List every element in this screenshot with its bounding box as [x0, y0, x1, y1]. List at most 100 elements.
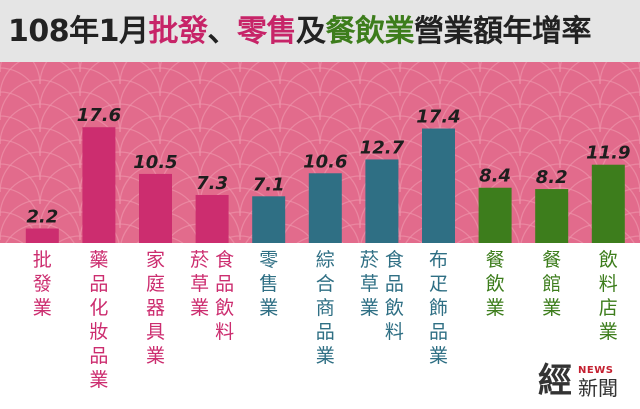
- bar-series: [25, 127, 625, 243]
- wave-arc: [39, 67, 121, 109]
- title-segment: 108年1月: [8, 14, 149, 49]
- category-label-char: 業: [360, 297, 379, 319]
- wave-arc: [0, 43, 41, 85]
- logo-tag: NEWS: [578, 365, 614, 376]
- bar: [25, 228, 59, 243]
- bar: [365, 159, 399, 243]
- wave-arc: [599, 91, 640, 133]
- wave-arc: [79, 79, 161, 121]
- value-label: 12.7: [360, 137, 405, 158]
- category-label-char: 零: [259, 249, 278, 271]
- wave-arc: [399, 127, 481, 169]
- category-label-char: 家: [146, 249, 165, 271]
- category-label-char: 藥: [89, 249, 108, 271]
- category-label-char: 飲: [215, 297, 234, 319]
- wave-arc: [199, 163, 281, 205]
- category-label-char: 菸: [360, 249, 379, 271]
- wave-arc: [199, 91, 281, 133]
- bar: [195, 194, 229, 243]
- wave-arc: [559, 151, 640, 193]
- category-label-char: 業: [486, 297, 505, 319]
- wave-arc: [519, 67, 601, 109]
- category-label-char: 食: [215, 249, 234, 271]
- category-label-char: 草: [360, 273, 379, 295]
- value-labels: 2.2 17.6 10.5 7.3 7.1 10.6 12.7 17.4 8.4 8.2 11.9: [26, 105, 630, 227]
- category-label-char: 合: [316, 273, 335, 295]
- category-label-char: 菸: [190, 249, 209, 271]
- wave-arc: [399, 79, 481, 121]
- category-label-char: 業: [316, 345, 335, 367]
- wave-arc: [0, 163, 41, 205]
- wave-arc: [479, 103, 561, 145]
- wave-arc: [0, 103, 81, 145]
- wave-arc: [439, 91, 521, 133]
- news-logo: 經 NEWS 新聞: [538, 359, 634, 403]
- wave-arc: [599, 115, 640, 157]
- wave-arc: [239, 103, 321, 145]
- wave-arc: [479, 151, 561, 193]
- wave-arc: [0, 199, 81, 241]
- value-label: 17.4: [416, 107, 460, 128]
- value-label: 7.1: [253, 174, 285, 195]
- wave-arc: [119, 163, 201, 205]
- white-ground: [0, 243, 640, 405]
- bar: [535, 189, 569, 243]
- bar: [591, 164, 625, 243]
- wave-arc: [0, 127, 81, 169]
- wave-arc: [559, 103, 640, 145]
- title-banner: 108年1月批發、零售及餐飲業營業額年增率: [0, 0, 640, 62]
- category-label-char: 食: [385, 249, 404, 271]
- title-segment: 及: [296, 14, 326, 49]
- category-label-char: 疋: [429, 273, 448, 295]
- wave-arc: [159, 127, 241, 169]
- value-label: 11.9: [586, 143, 630, 164]
- category-label-char: 器: [146, 297, 165, 319]
- wave-arc: [119, 91, 201, 133]
- wave-arc: [199, 115, 281, 157]
- category-label-char: 品: [89, 345, 108, 367]
- wave-arc: [0, 67, 41, 109]
- wave-arc: [119, 115, 201, 157]
- wave-arc: [559, 127, 640, 169]
- logo-name: 新聞: [578, 376, 618, 400]
- category-label-char: 批: [33, 249, 52, 271]
- wave-arc: [599, 43, 640, 85]
- category-label-char: 業: [89, 369, 108, 391]
- wave-arc: [0, 79, 81, 121]
- wave-arc: [79, 103, 161, 145]
- wave-arc: [279, 91, 361, 133]
- wave-arc: [0, 175, 81, 217]
- category-labels: 批發業藥品化妝品業家庭器具業菸草業食品飲料零售業綜合商品業菸草業食品飲料布疋飾品…: [33, 249, 618, 391]
- category-label-char: 料: [599, 273, 618, 295]
- category-label-char: 品: [89, 273, 108, 295]
- wave-arc: [239, 79, 321, 121]
- category-label-char: 飲: [385, 297, 404, 319]
- wave-arc: [239, 127, 321, 169]
- wave-arc: [39, 187, 121, 229]
- category-label-char: 飲: [599, 249, 618, 271]
- wave-arc: [279, 115, 361, 157]
- bar: [422, 128, 455, 243]
- bar: [139, 173, 172, 243]
- wave-arc: [519, 139, 601, 181]
- value-label: 8.2: [536, 167, 568, 188]
- pink-wave-background: [0, 31, 640, 405]
- bar: [82, 127, 116, 243]
- category-label-char: 店: [599, 297, 618, 319]
- value-label: 10.6: [303, 151, 347, 172]
- wave-arc: [159, 79, 241, 121]
- title-segment: 批發: [148, 14, 209, 49]
- wave-arc: [119, 67, 201, 109]
- wave-arc: [479, 127, 561, 169]
- chart-title: 108年1月批發、零售及餐飲業營業額年增率: [8, 10, 632, 54]
- category-label-char: 業: [599, 321, 618, 343]
- category-label-char: 業: [33, 297, 52, 319]
- wave-arc: [319, 103, 401, 145]
- wave-arc: [319, 79, 401, 121]
- wave-arc: [359, 91, 441, 133]
- wave-arc: [0, 151, 81, 193]
- value-label: 10.5: [133, 152, 177, 173]
- wave-arc: [0, 115, 41, 157]
- wave-arc: [439, 67, 521, 109]
